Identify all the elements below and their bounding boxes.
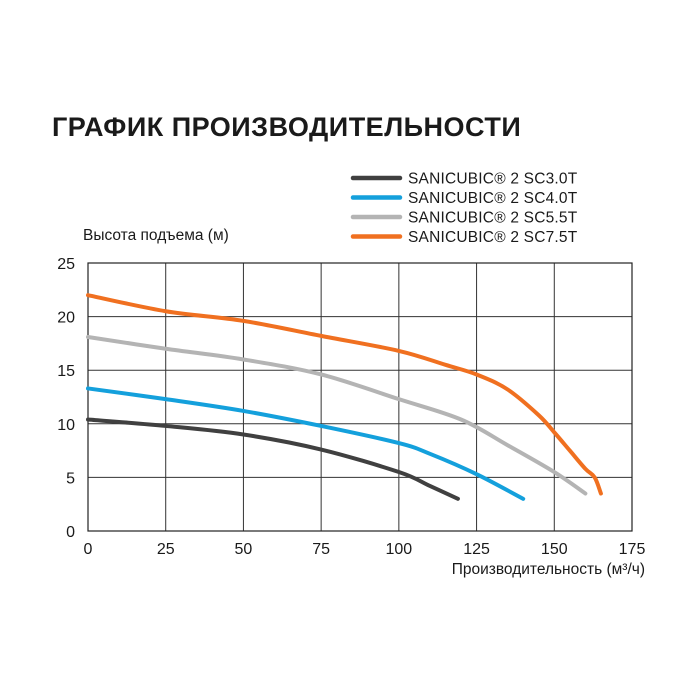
series-line-1 [86,417,460,501]
x-axis-label: Производительность (м³/ч) [452,561,645,578]
series-layer [86,293,603,501]
y-tick-label: 10 [57,417,75,434]
x-tick-label: 0 [84,541,93,558]
x-tick-label: 125 [463,541,490,558]
y-tick-label: 0 [66,524,75,541]
legend-label: SANICUBIC® 2 SC5.5T [408,210,578,227]
x-tick-label: 150 [541,541,568,558]
x-ticks: 0 25 50 75 100 125 150 175 [84,541,646,558]
y-ticks: 0 5 10 15 20 25 [57,256,75,541]
legend: SANICUBIC® 2 SC3.0T SANICUBIC® 2 SC4.0T SA… [350,171,578,246]
x-tick-label: 50 [235,541,253,558]
plot-frame [87,262,633,532]
series-line-3 [86,334,588,496]
y-axis-label: Высота подъема (м) [83,227,229,244]
legend-label: SANICUBIC® 2 SC4.0T [408,190,578,207]
x-tick-label: 75 [312,541,330,558]
chart-title: ГРАФИК ПРОИЗВОДИТЕЛЬНОСТИ [52,112,522,142]
x-tick-label: 25 [157,541,175,558]
y-tick-label: 15 [57,363,75,380]
y-tick-label: 20 [57,310,75,327]
x-tick-label: 100 [386,541,413,558]
x-tick-label: 175 [619,541,646,558]
y-tick-label: 5 [66,470,75,487]
y-tick-label: 25 [57,256,75,273]
series-line-4 [86,293,603,496]
grid-lines [87,262,633,532]
legend-label: SANICUBIC® 2 SC7.5T [408,229,578,246]
series-line-2 [86,386,526,501]
legend-label: SANICUBIC® 2 SC3.0T [408,171,578,188]
